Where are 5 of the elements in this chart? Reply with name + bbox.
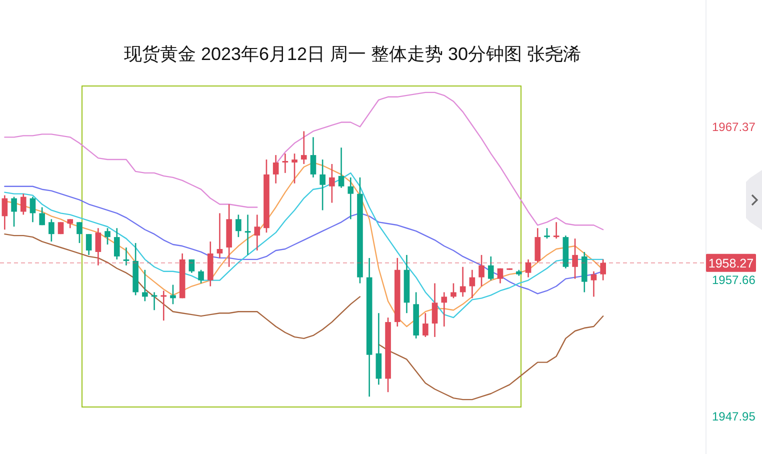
title: 现货黄金 2023年6月12日 周一 整体走势 30分钟图 张尧浠 <box>124 44 582 64</box>
annotation: 1957.66 <box>712 272 756 287</box>
ytick: 1947.95 <box>712 410 756 424</box>
ytick: 1967.37 <box>712 120 756 134</box>
ref-label: 1958.27 <box>708 256 754 270</box>
